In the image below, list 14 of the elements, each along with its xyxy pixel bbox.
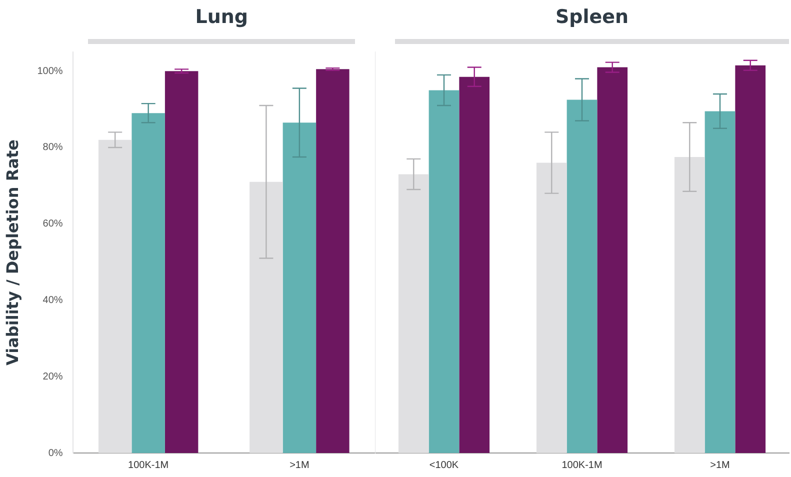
x-tick-label: <100K [429,460,459,471]
y-tick-label: 20% [42,371,63,382]
x-tick-label: >1M [710,460,730,471]
y-tick-label: 100% [37,66,63,77]
y-tick-label: 0% [48,448,63,459]
y-tick-label: 60% [42,218,63,230]
chart-title: Lung [194,6,250,28]
y-tick-label: 40% [42,294,63,306]
x-tick-label: 100K-1M [562,460,602,471]
x-tick-label: 100K-1M [128,460,169,471]
y-axis-title: Viability / Depletion Rate [2,139,22,366]
chart-title: Spleen [554,6,630,28]
y-tick-label: 80% [42,142,63,154]
x-tick-label: >1M [290,460,310,471]
